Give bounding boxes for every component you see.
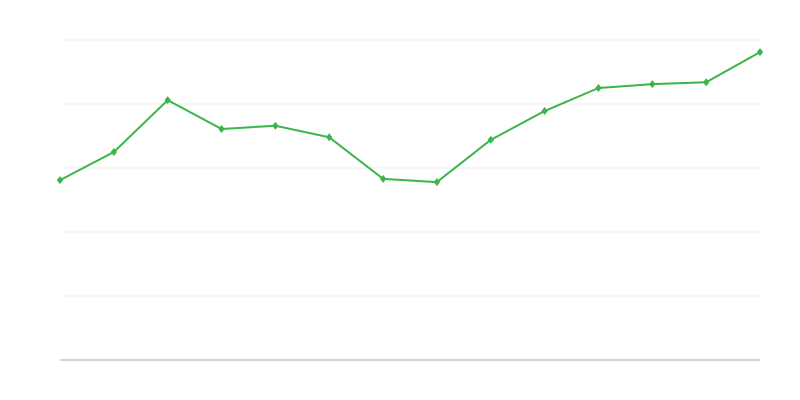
data-point (433, 178, 441, 187)
data-point (541, 107, 548, 116)
data-point (702, 78, 710, 87)
series-group (56, 48, 764, 187)
data-point (326, 133, 333, 142)
data-point (272, 121, 279, 130)
data-point (164, 96, 171, 105)
data-point (595, 84, 602, 92)
data-point (218, 124, 225, 133)
series-line (59, 51, 761, 184)
data-point (379, 174, 387, 183)
data-point (487, 135, 494, 144)
data-point (756, 48, 764, 57)
data-point (110, 148, 118, 156)
data-point (56, 176, 64, 185)
data-point (649, 80, 656, 89)
grid-lines (60, 39, 760, 297)
